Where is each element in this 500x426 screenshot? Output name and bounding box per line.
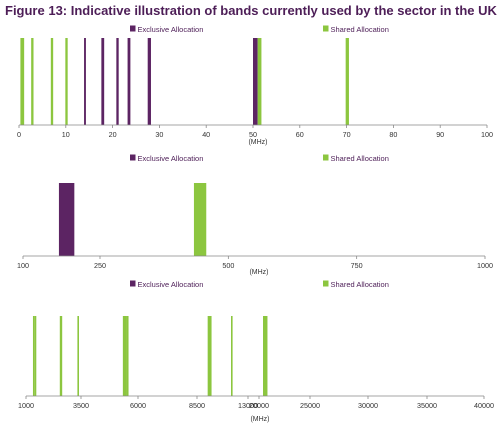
x-tick-label: 8500 [189,401,205,410]
shared-band-bar [207,316,212,396]
exclusive-band-bar [58,183,75,256]
x-tick-label: 35000 [417,401,437,410]
x-tick-label: 500 [222,261,234,270]
legend-swatch-exclusive [130,154,136,161]
shared-band-bar [65,38,68,125]
x-tick-label: 80 [389,130,397,139]
legend-swatch-shared [323,280,329,287]
exclusive-band-bar [253,38,258,125]
legend-swatch-shared [323,154,329,161]
x-axis-unit-label: (MHz) [249,269,268,276]
shared-band-bar [31,38,34,125]
x-tick-label: 25000 [300,401,320,410]
shared-band-bar [257,38,262,125]
x-tick-label: 13000 [238,401,258,410]
x-tick-label: 250 [94,261,106,270]
exclusive-band-bar [116,38,119,125]
shared-band-bar [126,316,129,396]
shared-band-bar [32,316,35,396]
x-tick-label: 750 [351,261,363,270]
x-tick-label: 30000 [358,401,378,410]
x-tick-label: 20000 [249,401,269,410]
x-tick-label: 100 [481,130,493,139]
legend-label-exclusive: Exclusive Allocation [138,25,204,34]
exclusive-band-bar [147,38,151,125]
shared-band-bar [193,183,207,256]
chart-1: Exclusive Allocation Shared Allocation 0 10… [17,25,493,146]
shared-band-bar [59,316,63,396]
legend-label-exclusive: Exclusive Allocation [138,154,204,163]
x-tick-label: 0 [17,130,21,139]
x-axis-unit-label: (MHz) [248,139,267,146]
x-tick-label: 40 [202,130,210,139]
shared-band-bar [77,316,79,396]
shared-band-bar [122,316,127,396]
x-tick-label: 1000 [477,261,493,270]
x-tick-label: 100 [17,261,29,270]
x-tick-label: 10 [62,130,70,139]
shared-band-bar [34,316,37,396]
x-tick-label: 60 [296,130,304,139]
x-tick-label: 20 [109,130,117,139]
x-tick-label: 70 [343,130,351,139]
x-tick-label: 3500 [73,401,89,410]
legend-swatch-exclusive [130,25,136,32]
x-tick-label: 1000 [18,401,34,410]
chart-2: Exclusive Allocation Shared Allocation 100… [17,154,493,276]
legend-label-shared: Shared Allocation [331,154,389,163]
chart-3: Exclusive Allocation Shared Allocation 100… [18,280,494,423]
x-tick-label: 40000 [474,401,494,410]
figure-title: Figure 13: Indicative illustration of ba… [5,3,497,18]
shared-band-bar [345,38,349,125]
x-tick-label: 30 [155,130,163,139]
shared-band-bar [50,38,54,125]
x-tick-label: 50 [249,130,257,139]
legend-label-shared: Shared Allocation [331,25,389,34]
shared-band-bar [231,316,233,396]
shared-band-bar [20,38,25,125]
shared-band-bar [263,316,268,396]
exclusive-band-bar [127,38,131,125]
x-tick-label: 6000 [130,401,146,410]
legend-swatch-exclusive [130,280,136,287]
legend-label-exclusive: Exclusive Allocation [138,280,204,289]
legend-swatch-shared [323,25,329,32]
exclusive-band-bar [101,38,105,125]
x-tick-label: 90 [436,130,444,139]
exclusive-band-bar [84,38,86,125]
legend-label-shared: Shared Allocation [331,280,389,289]
x-axis-unit-label: (MHz) [250,416,269,423]
